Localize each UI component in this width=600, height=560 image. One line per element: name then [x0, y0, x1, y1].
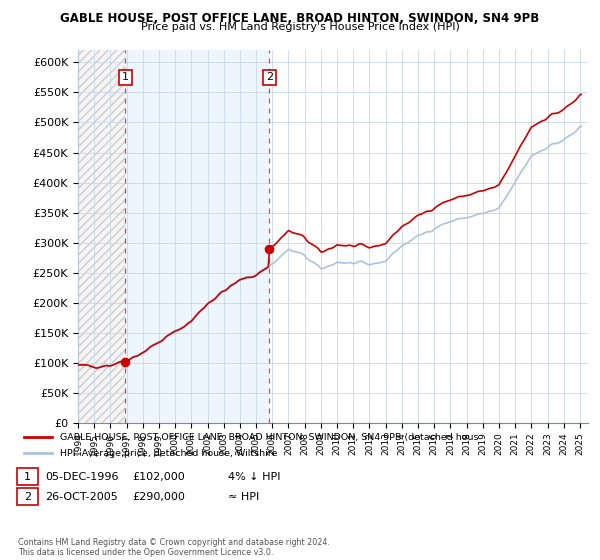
Text: GABLE HOUSE, POST OFFICE LANE, BROAD HINTON, SWINDON, SN4 9PB: GABLE HOUSE, POST OFFICE LANE, BROAD HIN… — [61, 12, 539, 25]
Text: 2: 2 — [266, 72, 273, 82]
Text: 1: 1 — [122, 72, 129, 82]
Text: 2: 2 — [24, 492, 31, 502]
Text: 26-OCT-2005: 26-OCT-2005 — [45, 492, 118, 502]
Text: Contains HM Land Registry data © Crown copyright and database right 2024.
This d: Contains HM Land Registry data © Crown c… — [18, 538, 330, 557]
Text: 05-DEC-1996: 05-DEC-1996 — [45, 472, 119, 482]
Text: HPI: Average price, detached house, Wiltshire: HPI: Average price, detached house, Wilt… — [60, 449, 278, 458]
Text: 4% ↓ HPI: 4% ↓ HPI — [228, 472, 281, 482]
Text: £290,000: £290,000 — [132, 492, 185, 502]
Point — [265, 244, 274, 253]
Text: ≈ HPI: ≈ HPI — [228, 492, 259, 502]
Bar — [78, 50, 125, 423]
Text: £102,000: £102,000 — [132, 472, 185, 482]
Text: 1: 1 — [24, 472, 31, 482]
Point — [121, 357, 130, 366]
Text: Price paid vs. HM Land Registry's House Price Index (HPI): Price paid vs. HM Land Registry's House … — [140, 22, 460, 32]
Text: GABLE HOUSE, POST OFFICE LANE, BROAD HINTON, SWINDON, SN4 9PB (detached hous: GABLE HOUSE, POST OFFICE LANE, BROAD HIN… — [60, 432, 479, 441]
Bar — [125, 50, 269, 423]
